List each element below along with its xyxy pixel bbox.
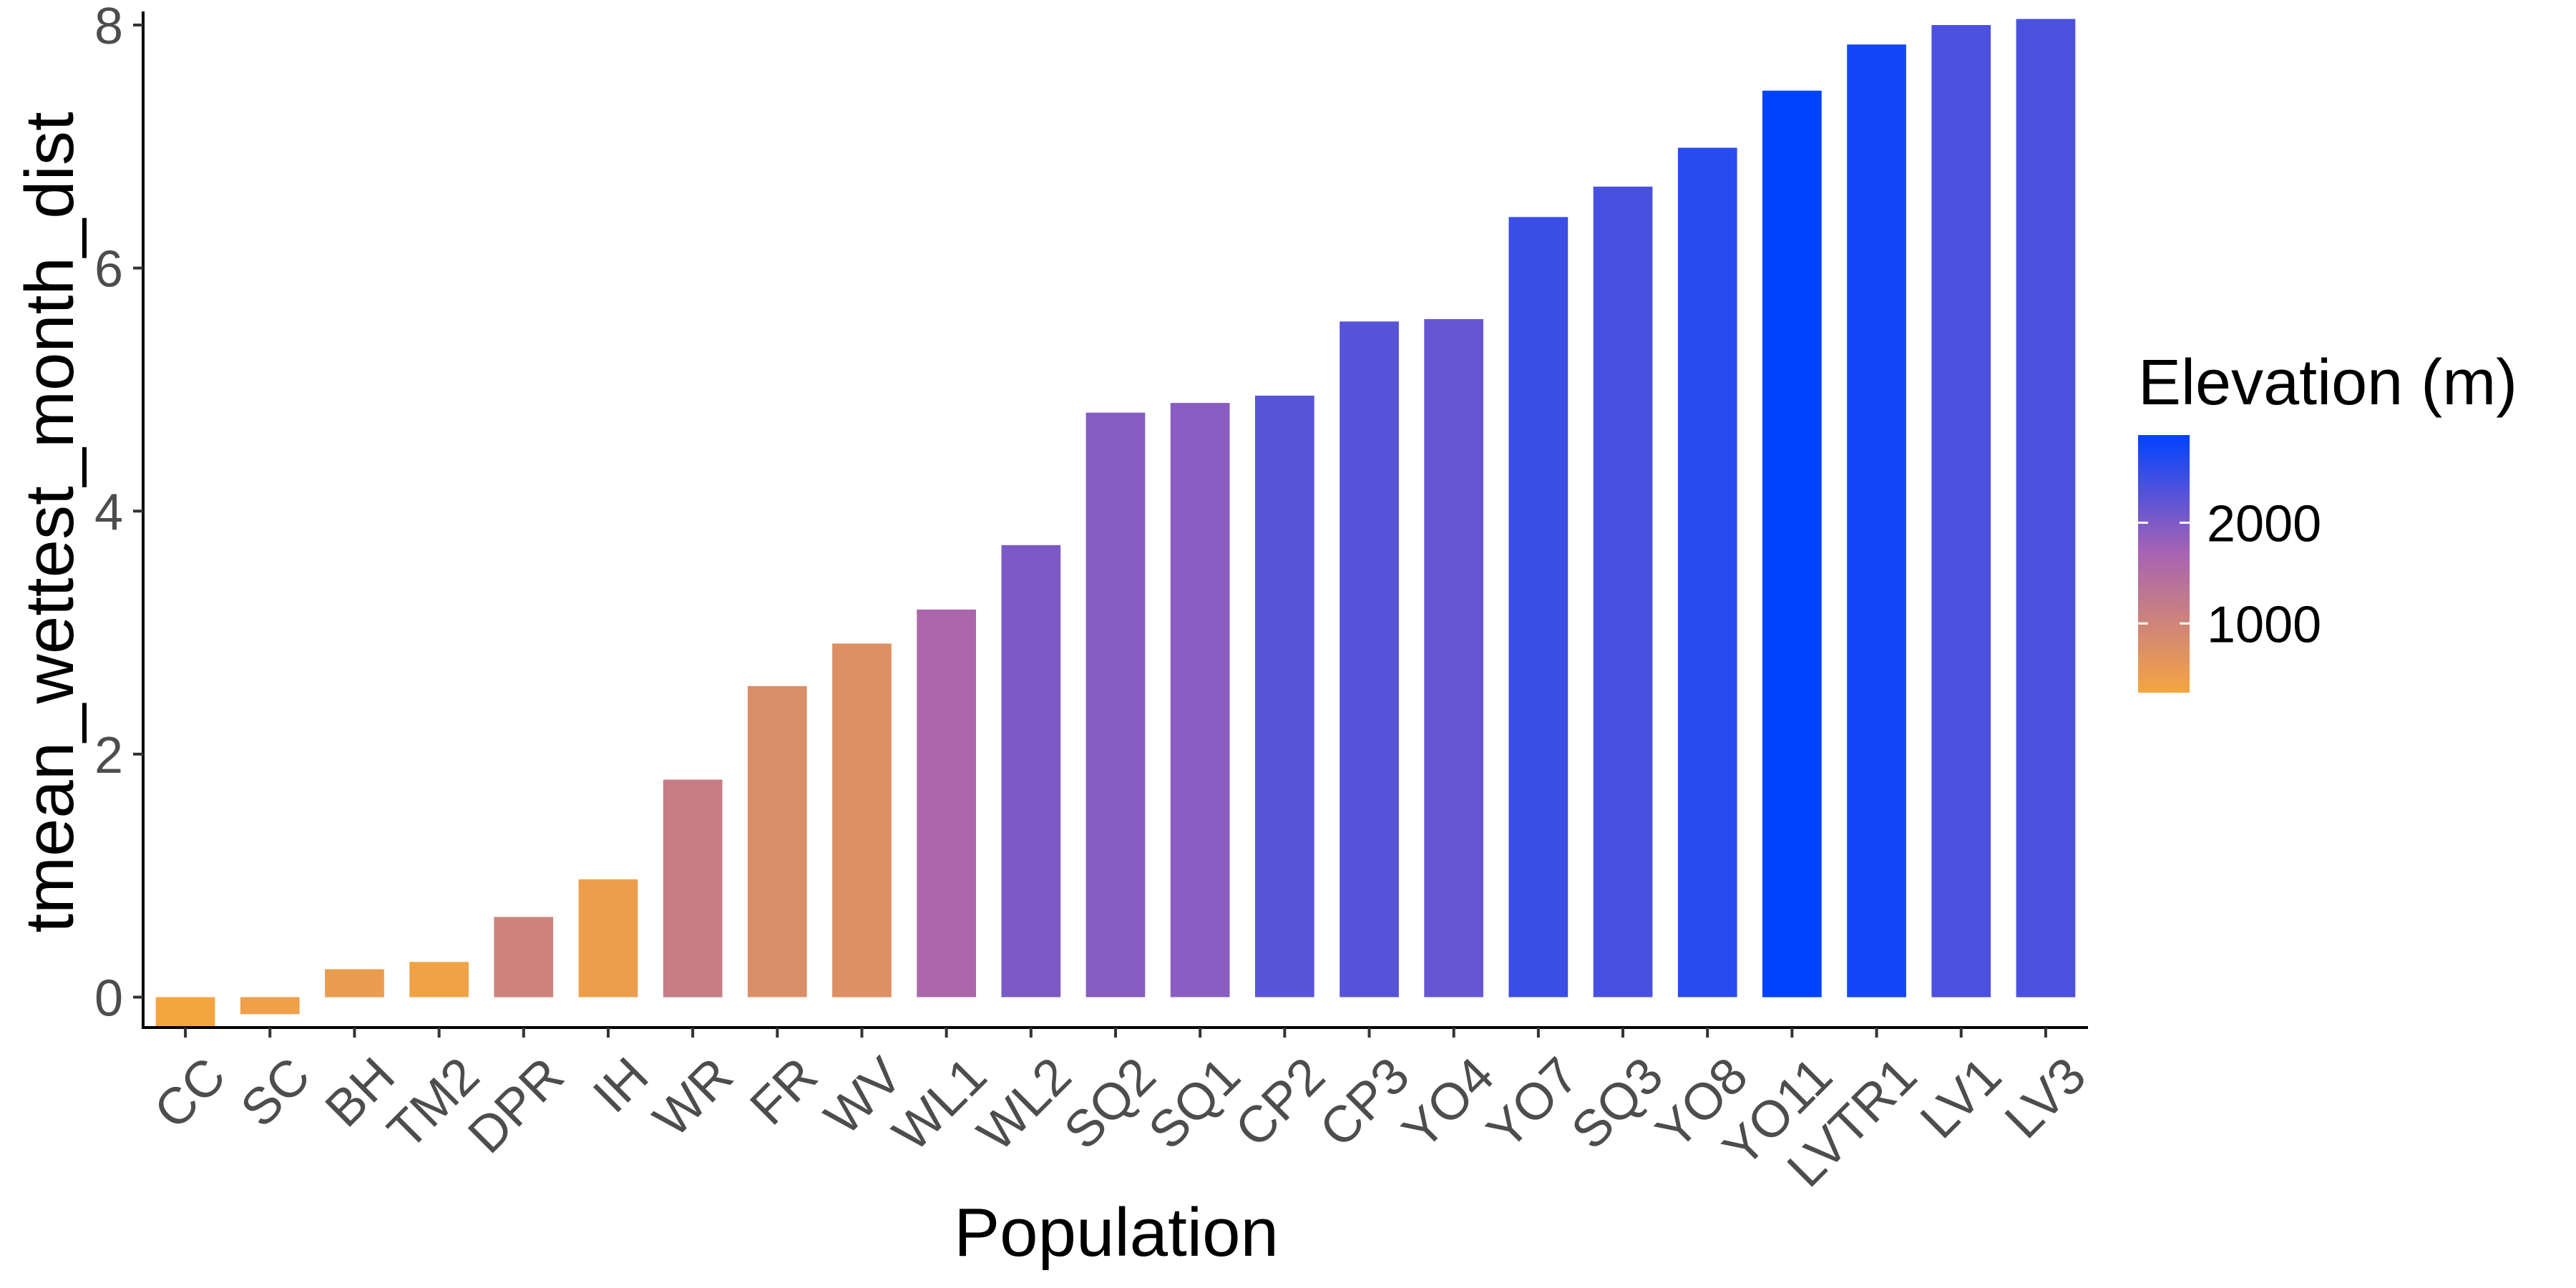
x-tick-label-fr: FR xyxy=(739,1047,828,1136)
x-tick-label-sc: SC xyxy=(230,1047,321,1138)
bar-sq3 xyxy=(1593,186,1653,997)
x-tick-label-wl1: WL1 xyxy=(882,1047,997,1162)
x-tick-label-cc: CC xyxy=(143,1047,236,1140)
bar-yo4 xyxy=(1424,318,1483,997)
y-axis-title: tmean_wettest_month_dist xyxy=(11,112,88,932)
bar-tm2 xyxy=(409,962,469,997)
x-tick-label-yo7: YO7 xyxy=(1476,1047,1589,1160)
bars-layer xyxy=(155,19,2076,1027)
bar-wl1 xyxy=(917,609,976,997)
bar-lv1 xyxy=(1931,25,1991,997)
y-ticks-layer: 0 2 4 6 8 xyxy=(94,0,143,1028)
bar-wv xyxy=(832,643,892,997)
bar-cp3 xyxy=(1340,321,1399,997)
bar-dpr xyxy=(494,917,554,997)
bar-yo8 xyxy=(1677,147,1737,997)
y-tick-label: 6 xyxy=(94,241,123,298)
y-tick-label: 4 xyxy=(94,484,123,541)
legend: Elevation (m) 1000 2000 xyxy=(2138,347,2517,693)
x-tick-label-tm2: TM2 xyxy=(377,1047,490,1160)
x-tick-label-cp3: CP3 xyxy=(1309,1047,1420,1158)
bar-wr xyxy=(663,779,723,997)
x-axis-title: Population xyxy=(954,1194,1279,1271)
bar-fr xyxy=(747,686,807,997)
x-tick-label-dpr: DPR xyxy=(457,1047,575,1164)
bar-lvtr1 xyxy=(1847,44,1906,997)
bar-lv3 xyxy=(2016,19,2076,997)
legend-ticks: 1000 2000 xyxy=(2138,495,2321,653)
x-tick-label-sq2: SQ2 xyxy=(1053,1047,1166,1160)
y-tick-label: 2 xyxy=(94,727,123,784)
legend-colorbar xyxy=(2138,435,2190,693)
x-tick-label-lv1: LV1 xyxy=(1910,1047,2012,1149)
y-tick-label: 0 xyxy=(94,970,123,1028)
bar-cp2 xyxy=(1255,395,1314,997)
bar-bh xyxy=(325,969,384,997)
legend-tick-label: 1000 xyxy=(2207,596,2321,653)
bar-ih xyxy=(578,879,638,997)
x-tick-label-wr: WR xyxy=(643,1047,743,1148)
bar-yo11 xyxy=(1762,90,1822,997)
x-tick-label-cp2: CP2 xyxy=(1224,1047,1336,1158)
x-tick-label-sq3: SQ3 xyxy=(1561,1047,1674,1160)
x-tick-label-yo4: YO4 xyxy=(1392,1047,1505,1160)
x-tick-label-sq1: SQ1 xyxy=(1138,1047,1251,1160)
bar-sc xyxy=(240,997,300,1015)
bar-sq1 xyxy=(1170,403,1230,997)
legend-title: Elevation (m) xyxy=(2138,347,2517,419)
y-tick-label: 8 xyxy=(94,0,123,55)
bar-yo7 xyxy=(1508,217,1568,997)
bar-wl2 xyxy=(1001,545,1061,997)
x-tick-label-wl2: WL2 xyxy=(967,1047,1082,1162)
legend-tick-label: 2000 xyxy=(2207,495,2321,552)
bar-sq2 xyxy=(1085,412,1146,997)
bar-cc xyxy=(155,997,215,1027)
x-tick-label-lv3: LV3 xyxy=(1994,1047,2097,1149)
